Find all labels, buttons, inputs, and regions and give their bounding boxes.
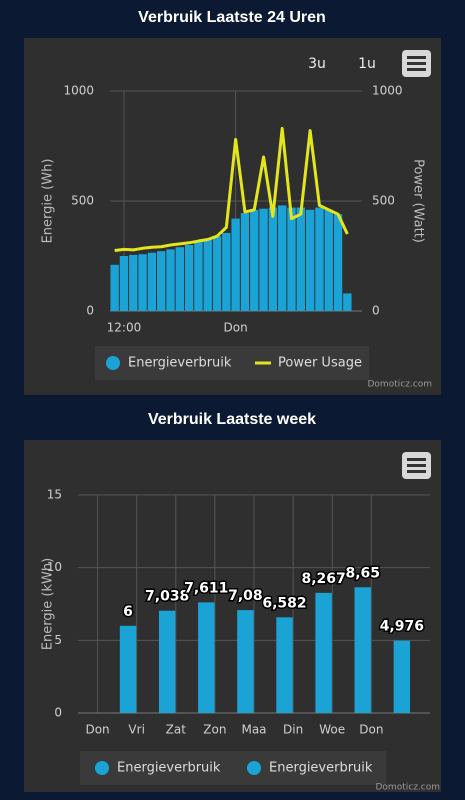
bar <box>315 207 324 311</box>
y-tick-label: 1000 <box>63 84 94 98</box>
panel <box>24 440 441 792</box>
x-tick-label: Don <box>224 321 248 335</box>
bar <box>222 232 231 311</box>
bar <box>296 207 305 311</box>
menu-button[interactable] <box>402 452 431 479</box>
y2-tick-label: 0 <box>372 304 380 318</box>
chart-title: Verbruik Laatste 24 Uren <box>138 9 326 26</box>
bar <box>240 213 250 311</box>
y-axis-label: Energie (kWh) <box>41 558 56 650</box>
bar <box>147 252 157 311</box>
x-tick-label: Din <box>283 723 303 737</box>
y-tick-label: 10 <box>47 560 62 574</box>
bar <box>194 241 203 311</box>
menu-line <box>407 470 426 473</box>
bar <box>343 293 352 311</box>
bar <box>268 207 278 311</box>
x-tick-label: Zon <box>203 723 226 737</box>
bar <box>198 602 215 713</box>
y-tick-label: 500 <box>71 194 94 208</box>
legend-swatch <box>106 356 120 370</box>
data-label: 6 <box>123 604 133 620</box>
data-label: 4,976 <box>380 619 424 635</box>
bar <box>250 209 259 311</box>
legend-bg <box>80 751 386 785</box>
bar <box>315 592 332 713</box>
legend-bg <box>95 346 369 380</box>
bar <box>110 264 119 311</box>
menu-line <box>407 62 426 65</box>
y-tick-label: 5 <box>54 633 62 647</box>
x-tick-label: Woe <box>319 723 345 737</box>
credit: Domoticz.com <box>376 783 441 793</box>
bar <box>287 207 296 311</box>
legend-label: Energieverbruik <box>128 356 232 371</box>
range-button[interactable]: 1u <box>358 56 376 72</box>
bar <box>393 640 411 713</box>
bar <box>231 218 240 311</box>
y-tick-label: 15 <box>47 488 62 502</box>
bar <box>203 239 212 311</box>
bar <box>212 236 222 311</box>
data-label: 7,611 <box>184 580 228 596</box>
legend-label: Power Usage <box>278 356 362 371</box>
bar <box>158 610 176 713</box>
bar <box>354 587 371 713</box>
bar <box>157 251 166 311</box>
x-tick-label: Maa <box>241 723 266 737</box>
range-button[interactable]: 3u <box>308 56 326 72</box>
bar <box>333 214 343 311</box>
bar <box>175 247 184 311</box>
bar <box>259 208 268 311</box>
y-tick-label: 0 <box>54 706 62 720</box>
bar <box>119 625 137 713</box>
x-tick-label: Vri <box>128 723 144 737</box>
x-tick-label: Don <box>85 723 109 737</box>
bar <box>129 254 138 311</box>
x-tick-label: Don <box>359 723 383 737</box>
x-tick-label: 12:00 <box>107 321 142 335</box>
data-label: 8,65 <box>345 565 380 581</box>
y2-tick-label: 1000 <box>372 84 403 98</box>
chart-title: Verbruik Laatste week <box>148 411 316 428</box>
legend-label: Energieverbruik <box>269 761 373 776</box>
data-label: 7,038 <box>145 589 189 605</box>
bar <box>138 254 147 311</box>
y-axis-label: Energie (Wh) <box>41 159 56 244</box>
y2-tick-label: 500 <box>372 194 395 208</box>
data-label: 7,08 <box>228 588 263 604</box>
bar <box>166 249 175 311</box>
bar <box>119 256 129 311</box>
menu-line <box>407 464 426 467</box>
menu-button[interactable] <box>402 50 431 77</box>
line <box>114 126 349 252</box>
menu-line <box>407 68 426 71</box>
data-label: 8,267 <box>301 571 345 587</box>
credit: Domoticz.com <box>368 380 433 390</box>
bar <box>184 245 194 311</box>
x-tick-label: Zat <box>166 723 187 737</box>
y-tick-label: 0 <box>86 304 94 318</box>
legend-swatch <box>247 761 261 775</box>
legend-swatch <box>95 761 109 775</box>
bar <box>324 209 333 311</box>
data-label: 6,582 <box>262 595 306 611</box>
bar <box>278 205 287 311</box>
bar <box>237 610 254 713</box>
bar <box>305 209 315 311</box>
panel <box>24 38 441 395</box>
menu-line <box>407 56 426 59</box>
legend-label: Energieverbruik <box>117 761 221 776</box>
y2-axis-label: Power (Watt) <box>411 159 426 243</box>
bar <box>276 617 293 713</box>
menu-line <box>407 458 426 461</box>
